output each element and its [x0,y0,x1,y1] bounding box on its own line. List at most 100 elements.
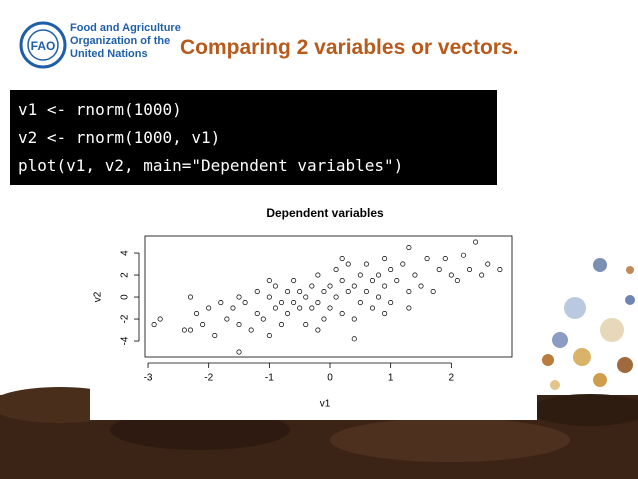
point [187,327,194,333]
x-tick-label: 0 [327,373,333,384]
point [242,300,248,306]
point [442,255,448,262]
point [278,300,285,306]
point [309,283,315,289]
point [497,267,503,273]
x-tick-label: -2 [204,373,213,384]
point [254,289,260,295]
point [303,294,309,300]
point [406,289,412,295]
point [303,322,309,328]
point [187,294,194,300]
point [382,283,388,289]
point [363,261,369,267]
y-tick-label: 4 [120,250,131,256]
y-axis-label: v2 [93,291,104,302]
point [236,349,242,355]
point [351,316,357,322]
point [212,333,218,339]
point [291,300,297,306]
point [285,311,291,317]
point [406,244,412,251]
chart: Dependent variables v1 v2 -3 -2 -1 0 1 2 -4 -2 0… [90,195,537,420]
y-tick-label: -4 [120,336,131,345]
point [339,255,345,262]
point [351,336,357,342]
x-tick-label: -1 [265,373,274,384]
point [339,278,345,284]
point [321,289,327,295]
point [333,267,339,273]
point [394,278,400,284]
code-line: plot(v1, v2, main="Dependent variables") [18,156,404,175]
x-tick-label: 2 [449,373,455,384]
svg-text:FAO: FAO [31,39,56,53]
point [430,289,436,295]
point [254,311,260,317]
point [418,283,424,289]
point [266,278,272,284]
point [388,267,394,273]
point [369,278,376,284]
point [388,300,394,306]
point [285,289,291,295]
point [485,261,491,267]
point [181,327,187,333]
point [206,305,212,311]
point [309,305,315,311]
point [466,267,473,273]
point [412,272,418,278]
point [339,311,345,317]
point [315,300,321,306]
logo-text: Food and Agriculture Organization of the… [70,22,181,61]
point [345,261,351,267]
point [200,322,206,328]
point [363,289,369,295]
logo-line: Food and Agriculture [70,22,181,34]
point [321,316,327,322]
y-tick-label: 2 [120,272,131,278]
logo-line: United Nations [70,48,148,60]
logo-emblem: FAO [19,21,67,69]
point [224,316,230,322]
point [351,283,357,289]
plot-frame [144,235,513,358]
y-tick-label: 0 [120,294,131,300]
x-tick-label: 1 [388,373,394,384]
point [375,272,382,278]
logo-line: Organization of the [70,35,171,47]
point [236,322,242,328]
point [266,333,272,339]
code-block: v1 <- rnorm(1000) v2 <- rnorm(1000, v1) pl… [10,90,497,185]
point [460,252,467,258]
point [260,316,266,322]
chart-title: Dependent variables [266,206,384,220]
point [424,255,430,262]
point [218,300,224,306]
point [248,327,254,333]
point [454,278,460,284]
point [448,272,454,278]
point [315,327,321,333]
point [406,305,412,311]
point [278,322,285,328]
slide-title: Comparing 2 variables or vectors. [180,36,519,59]
point [327,283,333,289]
point [297,289,303,295]
x-tick-label: -3 [144,373,153,384]
point [333,294,339,300]
code-line: v2 <- rnorm(1000, v1) [18,128,221,147]
point [230,305,236,311]
x-axis-label: v1 [320,399,331,410]
point [436,267,442,273]
point [375,294,382,300]
point [266,294,272,300]
point [157,316,163,322]
point [357,272,363,278]
point [291,278,297,284]
point [357,300,363,306]
point [194,311,200,317]
point [151,322,157,328]
point [327,305,333,311]
point [479,272,485,278]
